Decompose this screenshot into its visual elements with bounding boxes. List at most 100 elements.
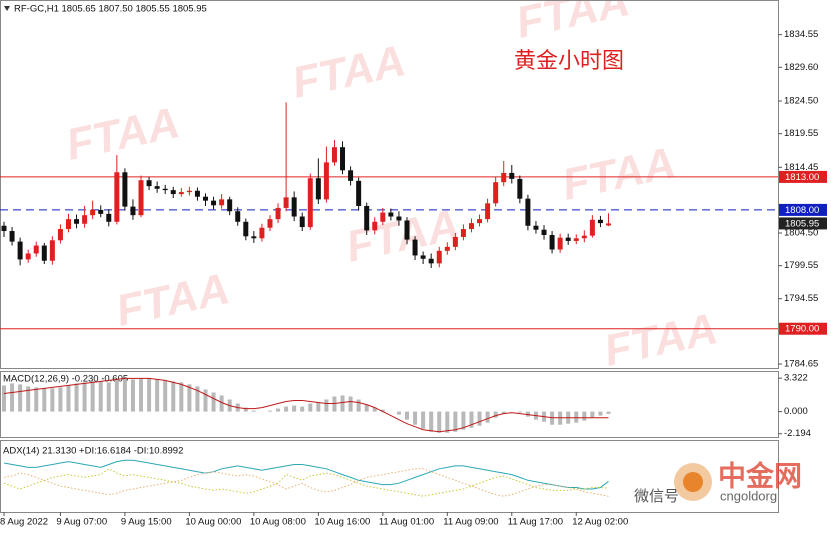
y-tick-label: 1784.65: [784, 359, 818, 370]
macd-bar: [308, 403, 313, 412]
macd-bar: [364, 404, 369, 412]
macd-bar: [437, 411, 442, 433]
y-tick-label: 1814.45: [784, 162, 818, 173]
candle-body: [517, 178, 523, 199]
macd-bar: [300, 406, 305, 412]
candle-body: [364, 205, 370, 231]
macd-bar: [590, 411, 595, 418]
candle-body: [501, 172, 507, 183]
candle-body: [348, 170, 354, 181]
candle-body: [227, 199, 233, 212]
macd-bar: [171, 381, 176, 412]
macd-bar: [405, 411, 409, 420]
macd-bar: [90, 381, 95, 412]
candle-body: [65, 219, 71, 230]
macd-bar: [501, 411, 506, 414]
candle-body: [90, 209, 96, 216]
macd-bar: [517, 411, 522, 413]
brand-site: cngoldorg: [720, 488, 777, 503]
macd-bar: [340, 395, 345, 412]
candle-body: [396, 216, 402, 221]
macd-bar: [477, 411, 482, 426]
macd-signal-line: [3, 377, 609, 433]
candle-body: [194, 190, 200, 197]
x-tick-label: 11 Aug 17:00: [508, 517, 563, 528]
y-tick-label: 1804.50: [784, 228, 818, 239]
candle-body: [331, 147, 337, 163]
candle-body: [25, 253, 31, 260]
macd-bar: [453, 411, 458, 432]
candle-body: [541, 229, 547, 235]
macd-bar: [10, 383, 15, 412]
macd-bar: [243, 407, 248, 412]
candle-body: [509, 172, 515, 179]
macd-bar: [396, 411, 401, 415]
candle-body: [485, 203, 491, 220]
macd-bar: [203, 389, 208, 412]
candle-body: [477, 219, 483, 224]
candle-body: [138, 180, 144, 216]
macd-bar: [606, 411, 611, 414]
y-tick-label: -2.194: [784, 428, 811, 439]
candle-body: [356, 180, 362, 206]
y-tick-label: 1829.60: [784, 62, 818, 73]
adx-line: [3, 459, 609, 490]
macd-bar: [413, 411, 418, 425]
macd-bar: [348, 396, 353, 412]
candle-body: [428, 258, 434, 264]
candle-body: [404, 220, 410, 240]
candle-body: [251, 236, 257, 239]
candle-body: [219, 199, 225, 206]
chart-title: 黄金小时图: [514, 48, 624, 73]
macd-bar: [139, 378, 144, 412]
candle-body: [412, 239, 418, 256]
candle-body: [525, 198, 531, 226]
symbol-header: RF-GC,H1 1805.65 1807.50 1805.55 1805.95: [14, 4, 207, 15]
candle-body: [74, 219, 80, 224]
candle-body: [452, 236, 458, 247]
candle-body: [267, 219, 273, 228]
candle-body: [557, 237, 563, 250]
macd-bar: [356, 399, 361, 412]
candle-body: [186, 190, 192, 193]
candle-body: [41, 245, 47, 261]
macd-bar: [421, 411, 426, 429]
candle-body: [106, 213, 112, 222]
macd-bar: [276, 408, 281, 412]
macd-bar: [34, 387, 39, 412]
macd-bar: [219, 395, 224, 412]
level-label-box: [779, 322, 827, 335]
macd-bar: [50, 388, 55, 412]
candle-body: [130, 206, 136, 216]
price-label-box: [779, 217, 827, 230]
candle-body: [460, 229, 466, 237]
x-tick-label: 10 Aug 00:00: [185, 517, 241, 528]
y-tick-label: 1834.55: [784, 29, 818, 40]
x-tick-label: 9 Aug 07:00: [56, 517, 107, 528]
macd-bar: [74, 383, 79, 412]
candle-body: [388, 212, 394, 217]
candle-body: [468, 223, 474, 230]
macd-bar: [316, 402, 321, 412]
candle-body: [372, 221, 378, 231]
macd-bar: [469, 411, 474, 428]
candle-body: [98, 209, 104, 214]
candle-body: [178, 192, 184, 195]
candle-body: [307, 178, 313, 228]
candle-body: [565, 237, 571, 241]
y-tick-label: 1819.55: [784, 128, 818, 139]
candle-body: [283, 197, 289, 208]
macd-bar: [42, 388, 47, 412]
y-tick-label: 1799.55: [784, 260, 818, 271]
level-label-box: [779, 203, 827, 216]
y-tick-label: 1794.55: [784, 293, 818, 304]
macd-title: MACD(12,26,9) -0.230 -0.605: [3, 374, 128, 385]
candle-body: [162, 188, 168, 191]
x-tick-label: 8 Aug 2022: [0, 517, 48, 528]
y-tick-label: 3.322: [784, 373, 808, 384]
candle-body: [597, 219, 603, 224]
macd-bar: [380, 409, 385, 412]
